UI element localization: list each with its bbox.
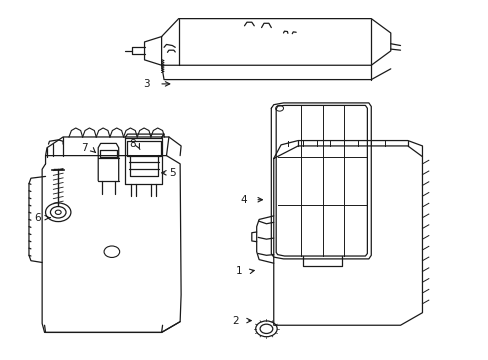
- Text: 5: 5: [169, 168, 176, 178]
- Text: 3: 3: [142, 79, 149, 89]
- Text: 2: 2: [231, 316, 238, 325]
- Text: 7: 7: [81, 143, 87, 153]
- Text: 1: 1: [235, 266, 242, 276]
- Text: 4: 4: [240, 195, 246, 205]
- Text: 6: 6: [34, 213, 41, 222]
- Text: 8: 8: [129, 139, 136, 149]
